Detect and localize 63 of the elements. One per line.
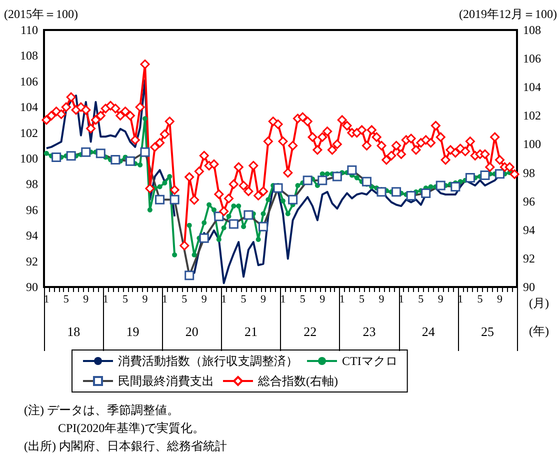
text: CPI(2020年基準)で実質化。 <box>58 421 205 435</box>
y2-tick-label: 104 <box>523 80 541 94</box>
x-tick-label: 9 <box>83 294 90 306</box>
x-tick-label: 5 <box>122 294 129 306</box>
y-tick-label: 100 <box>20 152 38 166</box>
legend-label: 民間最終消費支出 <box>118 374 214 388</box>
y2-tick-label: 98 <box>523 166 535 180</box>
y-tick-label: 106 <box>20 74 38 88</box>
x-tick-label: 9 <box>497 294 504 306</box>
y2-tick-label: 92 <box>523 251 535 266</box>
x-tick-label: 9 <box>378 294 385 306</box>
y-tick-label: 96 <box>26 202 38 217</box>
x-tick-label: 5 <box>240 294 247 306</box>
y-tick-label: 110 <box>20 23 38 37</box>
y2-tick-label: 94 <box>523 222 535 237</box>
y2-tick-label: 102 <box>523 108 541 123</box>
legend-label: 総合指数(右軸) <box>257 374 338 388</box>
y2-tick-label: 108 <box>523 23 541 37</box>
x-axis-title: (月) <box>529 296 549 310</box>
y2-tick-label: 106 <box>523 52 541 66</box>
text: 20 <box>185 324 198 339</box>
text: (出所) 内閣府、日本銀行、総務省統計 <box>24 439 227 453</box>
text: 19 <box>126 324 140 339</box>
x-tick-label: 9 <box>320 294 326 306</box>
text: 25 <box>480 324 494 339</box>
x-tick-label: 1 <box>44 294 50 306</box>
text: (注) データは、季節調整値。 <box>24 403 179 417</box>
y-tick-label: 102 <box>20 126 38 140</box>
x-tick-label: 9 <box>260 294 267 306</box>
text: 18 <box>67 324 80 339</box>
x-tick-label: 1 <box>162 294 168 306</box>
x-tick-label: 5 <box>63 294 70 306</box>
y-tick-label: 104 <box>20 100 38 114</box>
text: (年) <box>529 324 549 338</box>
x-tick-label: 5 <box>359 294 366 306</box>
y-tick-label: 94 <box>26 228 38 243</box>
y-tick-label: 108 <box>20 48 38 63</box>
x-tick-label: 1 <box>221 294 227 306</box>
y-tick-label: 92 <box>26 254 38 268</box>
x-tick-label: 5 <box>300 294 306 306</box>
text: 22 <box>304 324 317 339</box>
x-tick-label: 5 <box>182 294 188 306</box>
legend-label: 消費活動指数（旅行収支調整済） <box>118 354 298 368</box>
y2-tick-label: 96 <box>523 194 535 208</box>
x-tick-label: 1 <box>280 294 286 306</box>
y-tick-label: 90 <box>26 280 38 294</box>
legend-label: CTIマクロ <box>342 354 398 368</box>
text: 21 <box>244 324 258 339</box>
y-axis-title: (2015年＝100) <box>4 7 78 21</box>
x-tick-label: 9 <box>142 294 148 306</box>
y2-tick-label: 90 <box>523 280 535 294</box>
y2-axis-title: (2019年12月＝100) <box>459 7 557 21</box>
y2-tick-label: 100 <box>523 137 541 152</box>
x-tick-label: 9 <box>201 294 208 306</box>
x-tick-label: 1 <box>458 294 464 306</box>
x-tick-label: 9 <box>438 294 444 306</box>
text: 23 <box>362 324 376 339</box>
x-tick-label: 5 <box>418 294 424 306</box>
text: 24 <box>422 324 436 339</box>
x-tick-label: 5 <box>477 294 484 306</box>
x-tick-label: 1 <box>102 294 108 306</box>
y-tick-label: 98 <box>26 177 38 192</box>
x-tick-label: 1 <box>339 294 345 306</box>
